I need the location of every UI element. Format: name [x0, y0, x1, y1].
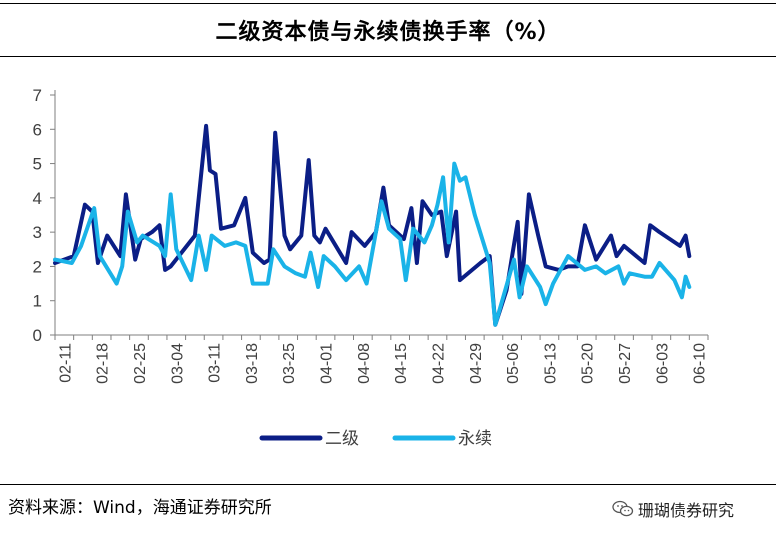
x-tick-label: 03-04 — [169, 343, 186, 384]
x-axis: 02-11 02-18 02-25 03-04 03-11 03-18 03-25 04-01… — [54, 334, 709, 384]
x-tick-label: 06-10 — [692, 343, 709, 384]
x-tick-label: 02-18 — [95, 343, 112, 384]
x-tick-label: 04-15 — [393, 343, 410, 384]
wechat-icon — [612, 500, 634, 517]
top-rule — [0, 3, 776, 4]
y-tick-label: 6 — [33, 120, 42, 139]
x-tick-label: 03-25 — [281, 343, 298, 384]
legend-label: 永续 — [458, 429, 492, 449]
x-tick-label: 02-11 — [57, 343, 74, 383]
y-tick-label: 5 — [33, 155, 42, 174]
legend-label: 二级 — [325, 429, 359, 449]
x-tick-label: 05-27 — [617, 343, 634, 384]
watermark: 珊瑚债券研究 — [612, 497, 734, 521]
y-tick-label: 1 — [33, 292, 42, 311]
y-tick-label: 0 — [33, 326, 42, 345]
watermark-text: 珊瑚债券研究 — [638, 501, 735, 520]
x-tick-label: 06-03 — [654, 343, 671, 384]
chart-title: 二级资本债与永续债换手率（%） — [215, 20, 561, 45]
x-tick-label: 04-01 — [319, 343, 336, 384]
x-tick-label: 04-29 — [468, 343, 485, 384]
title-rule — [0, 56, 776, 57]
x-tick-label: 02-25 — [132, 343, 149, 384]
bottom-rule — [0, 484, 776, 485]
series-lines — [53, 123, 692, 327]
x-tick-label: 04-08 — [356, 343, 373, 384]
x-tick-label: 04-22 — [430, 343, 447, 384]
series-line-yongxu — [53, 161, 692, 327]
y-axis: 0 1 2 3 4 5 6 7 — [33, 86, 56, 345]
source-note: 资料来源：Wind，海通证券研究所 — [8, 498, 272, 518]
legend: 二级 永续 — [259, 429, 492, 449]
y-tick-label: 4 — [33, 189, 42, 208]
x-tick-label: 03-11 — [207, 343, 224, 383]
x-tick-label: 05-13 — [542, 343, 559, 384]
y-tick-label: 7 — [33, 86, 42, 105]
series-line-erji — [53, 123, 692, 327]
x-tick-label: 05-20 — [580, 343, 597, 384]
y-tick-label: 2 — [33, 257, 42, 276]
x-tick-label: 03-18 — [244, 343, 261, 384]
x-tick-label: 05-06 — [505, 343, 522, 384]
y-tick-label: 3 — [33, 223, 42, 242]
